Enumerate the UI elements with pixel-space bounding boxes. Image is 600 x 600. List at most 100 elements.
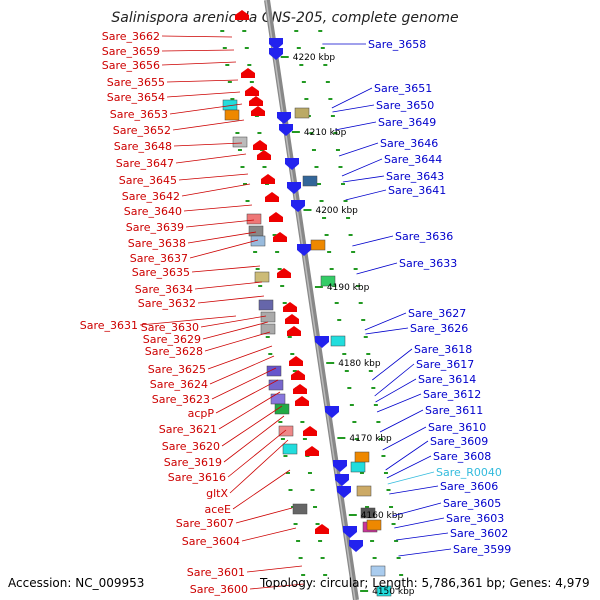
reverse-gene-arrow	[285, 158, 299, 170]
left-leader-line	[172, 119, 245, 131]
track-dot	[356, 285, 361, 287]
gene-box	[294, 107, 310, 119]
gene-box	[266, 365, 282, 377]
right-leader-line	[331, 87, 373, 109]
forward-gene-arrow	[251, 106, 265, 116]
track-dot	[372, 557, 377, 559]
track-dot	[301, 81, 306, 83]
left-gene-label: Sare_3600	[190, 583, 248, 596]
track-dot	[373, 404, 378, 406]
left-gene-label: Sare_3645	[119, 174, 177, 187]
left-gene-label: Sare_3635	[132, 266, 190, 279]
left-leader-line	[178, 173, 249, 181]
gene-box	[302, 175, 318, 187]
right-gene-label: Sare_3603	[446, 512, 504, 525]
kbp-ticks: 4220 kbp 4210 kbp 4200 kbp 4190 kbp 4180 kbp…	[280, 53, 415, 597]
left-gene-label: Sare_3607	[176, 517, 234, 530]
left-gene-label: Sare_3639	[126, 221, 184, 234]
right-leader-line	[365, 327, 409, 335]
left-leader-line	[185, 219, 255, 228]
right-gene-label: Sare_3609	[430, 435, 488, 448]
gene-box	[270, 393, 286, 405]
left-leader-line	[202, 321, 269, 340]
backbone-line	[264, 0, 359, 600]
track-dot	[344, 370, 349, 372]
track-dot	[278, 421, 283, 423]
forward-gene-arrow	[241, 68, 255, 78]
right-gene-label: Sare_3611	[425, 404, 483, 417]
track-dot	[255, 268, 260, 270]
forward-gene-arrow	[235, 10, 249, 20]
left-leader-line	[218, 391, 281, 430]
forward-gene-arrow	[287, 326, 301, 336]
track-dot	[318, 30, 323, 32]
track-dot	[327, 251, 332, 253]
forward-gene-arrow	[283, 302, 297, 312]
right-leader-line	[372, 348, 413, 381]
track-dot	[334, 302, 339, 304]
track-dot	[285, 472, 290, 474]
right-leader-line	[335, 121, 377, 131]
accession-text: Accession: NC_009953	[8, 576, 144, 590]
left-leader-line	[197, 295, 265, 304]
left-leader-line	[189, 239, 259, 259]
track-dot	[366, 353, 371, 355]
gene-box	[258, 299, 274, 311]
track-dot	[225, 64, 230, 66]
track-dot	[363, 336, 368, 338]
track-dot	[396, 557, 401, 559]
forward-gene-arrow	[277, 268, 291, 278]
genome-backbone	[264, 0, 359, 600]
left-leader-line	[209, 355, 275, 385]
track-dot	[304, 98, 309, 100]
left-gene-label: Sare_3619	[164, 456, 222, 469]
left-leader-line	[161, 35, 233, 38]
right-leader-line	[387, 471, 435, 485]
track-dot	[370, 540, 375, 542]
right-leader-line	[345, 189, 387, 201]
right-leader-line	[392, 502, 442, 517]
right-gene-label: Sare_3636	[395, 230, 453, 243]
left-gene-label: Sare_3634	[135, 283, 193, 296]
track-dot	[343, 200, 348, 202]
left-gene-label: Sare_3652	[113, 124, 171, 137]
right-gene-label: Sare_3602	[450, 527, 508, 540]
track-dot	[349, 404, 354, 406]
reverse-gene-arrow	[325, 406, 339, 418]
track-dot	[275, 251, 280, 253]
right-leader-line	[375, 378, 417, 403]
left-gene-label: Sare_3655	[107, 76, 165, 89]
right-leader-line	[352, 235, 394, 247]
track-dot	[299, 64, 304, 66]
track-dot	[277, 268, 282, 270]
right-gene-label: Sare_R0040	[436, 466, 502, 479]
track-dot	[317, 183, 322, 185]
left-leader-line	[194, 281, 263, 290]
right-gene-label: Sare_3650	[376, 99, 434, 112]
left-gene-label: Sare_3601	[187, 566, 245, 579]
right-leader-line	[356, 262, 398, 275]
left-leader-line	[223, 415, 285, 463]
left-gene-label: Sare_3629	[143, 333, 201, 346]
track-dot	[352, 421, 357, 423]
track-dot	[338, 166, 343, 168]
left-gene-label: Sare_3630	[141, 321, 199, 334]
forward-gene-arrow	[293, 384, 307, 394]
track-dot	[296, 540, 301, 542]
gene-features	[220, 10, 404, 597]
left-gene-label: Sare_3620	[162, 440, 220, 453]
forward-gene-arrow	[261, 174, 275, 184]
right-gene-label: Sare_3599	[453, 543, 511, 556]
gene-box	[370, 565, 386, 577]
forward-gene-arrow	[265, 192, 279, 202]
track-dot	[341, 183, 346, 185]
right-leader-line	[374, 363, 415, 397]
reverse-gene-arrow	[277, 112, 291, 124]
right-gene-label: Sare_3627	[408, 307, 466, 320]
left-leader-line	[161, 49, 235, 52]
track-dot	[324, 234, 329, 236]
forward-gene-arrow	[257, 150, 271, 160]
right-leader-line	[382, 426, 427, 451]
left-gene-label: Sare_3642	[122, 190, 180, 203]
